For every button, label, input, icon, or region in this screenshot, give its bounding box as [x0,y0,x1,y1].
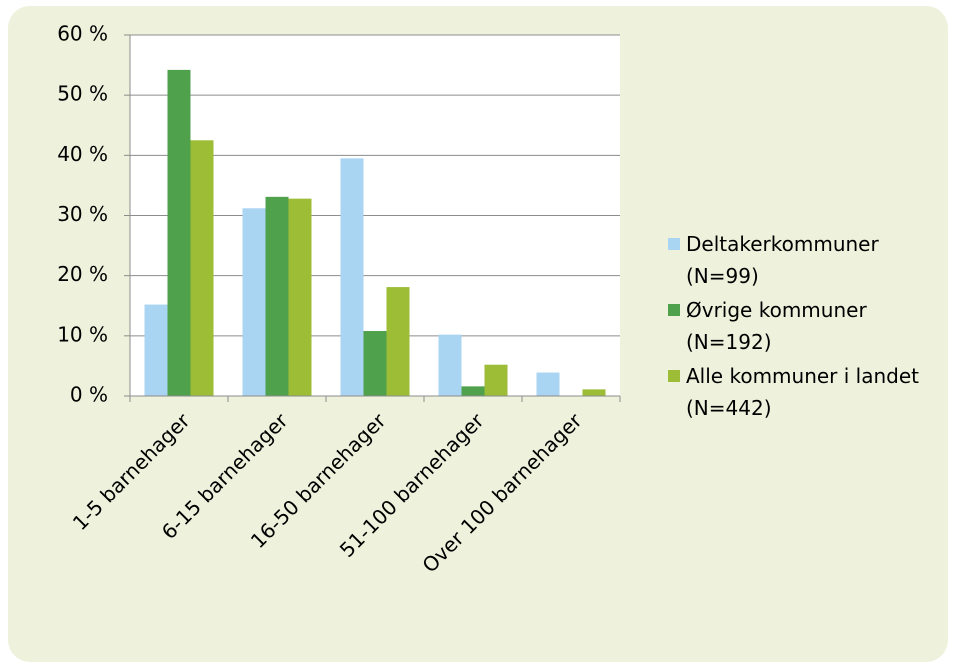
legend-entry: Deltakerkommuner (N=99) [668,228,938,292]
legend: Deltakerkommuner (N=99) Øvrige kommuner (… [668,228,938,426]
legend-swatch [668,238,680,250]
bar [363,331,387,396]
y-tick-label: 40 % [57,142,108,166]
legend-swatch [668,304,680,316]
legend-entry: Alle kommuner i landet (N=442) [668,360,938,424]
legend-label: Øvrige kommuner (N=192) [686,298,867,354]
legend-label: Deltakerkommuner (N=99) [686,232,879,288]
bar [438,334,462,396]
bar [484,364,508,396]
legend-entry: Øvrige kommuner (N=192) [668,294,938,358]
y-tick-label: 50 % [57,82,108,106]
y-tick-label: 0 % [70,383,108,407]
bar [144,304,168,396]
y-tick-label: 30 % [57,202,108,226]
bar [461,386,485,396]
bar [167,69,191,396]
bar [190,140,214,396]
bar [242,208,266,396]
legend-label: Alle kommuner i landet (N=442) [686,364,920,420]
y-tick-label: 10 % [57,322,108,346]
y-tick-label: 60 % [57,22,108,46]
y-tick-label: 20 % [57,262,108,286]
bar [265,196,289,396]
bar [582,389,606,396]
bar [386,287,410,396]
bar [536,372,560,396]
legend-swatch [668,370,680,382]
bar [288,198,312,396]
bar [340,158,364,396]
